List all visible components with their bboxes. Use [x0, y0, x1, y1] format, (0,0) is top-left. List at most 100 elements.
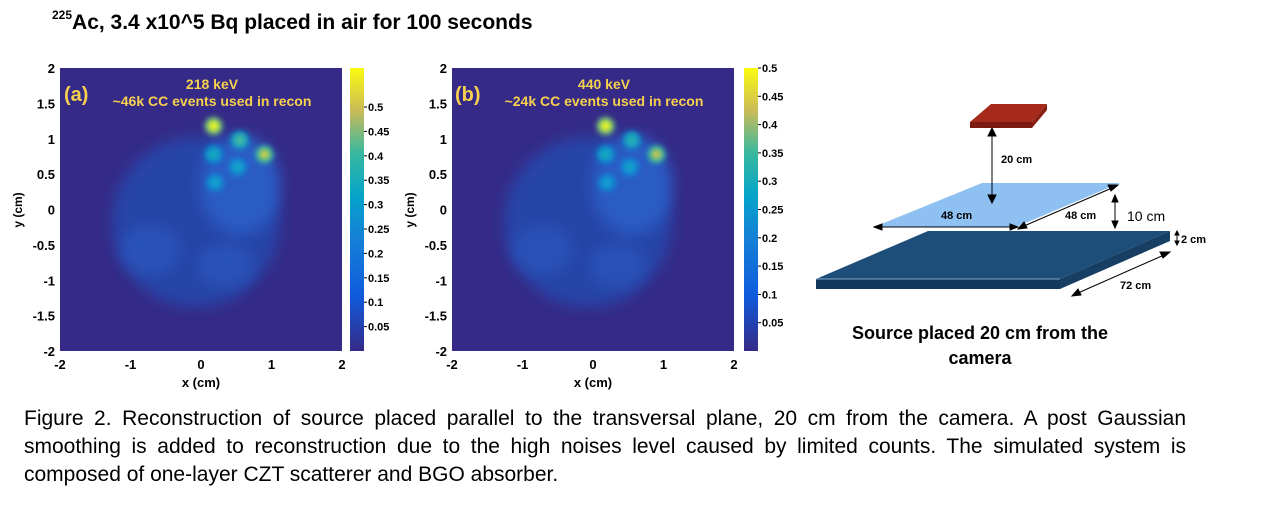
panel-b: (b) 440 keV ~24k CC events used in recon…: [403, 61, 783, 390]
setup-caption-line-1: Source placed 20 cm from the: [851, 323, 1109, 343]
colorbar-tick-label: 0.15: [368, 273, 389, 285]
panel-label: (a): [64, 84, 88, 106]
colorbar-tick-label: 0.2: [368, 248, 383, 260]
plane-width-label: 48 cm: [941, 210, 972, 222]
colorbar-tick-labels: 0.5 0.45 0.4 0.35 0.3 0.25 0.2 0.15 0.1 0.05: [758, 63, 783, 330]
colorbar-tick-label: 0.5: [762, 63, 777, 75]
colorbar-tick-label: 0.1: [762, 289, 777, 301]
hotspot: [234, 135, 245, 146]
x-tick-label: 1: [268, 357, 275, 372]
detector-thickness-label: 2 cm: [1181, 234, 1206, 246]
x-tick-label: 1: [660, 357, 667, 372]
hotspot: [651, 149, 662, 160]
arrow-plane-width: [872, 223, 1020, 231]
y-tick-label: 0.5: [37, 167, 55, 182]
hotspot: [600, 121, 611, 132]
detector-length-label: 72 cm: [1120, 280, 1151, 292]
panel-a: (a) 218 keV ~46k CC events used in recon…: [11, 61, 389, 390]
y-tick-label: 1.5: [37, 96, 55, 111]
colorbar-tick-label: 0.35: [368, 175, 389, 187]
detector-top: [816, 231, 1170, 279]
isotope-mass-number: 225: [52, 8, 73, 22]
y-tick-label: 0.5: [429, 167, 447, 182]
source-block: [970, 104, 1047, 122]
y-tick-label: -2: [43, 344, 55, 359]
source-block-front: [970, 122, 1032, 128]
x-tick-label: 2: [730, 357, 737, 372]
y-axis-label: y (cm): [11, 192, 25, 227]
hotspot: [626, 135, 637, 146]
colorbar-tick-label: 0.25: [368, 224, 389, 236]
x-tick-label: 0: [197, 357, 204, 372]
arrow-detector-length: [1070, 251, 1172, 297]
x-tick-label: 0: [589, 357, 596, 372]
y-axis-label: y (cm): [403, 192, 417, 227]
hotspot: [210, 177, 221, 188]
colorbar-tick-label: 0.25: [762, 205, 783, 217]
colorbar-tick-label: 0.45: [762, 91, 783, 103]
hotspot: [624, 162, 635, 173]
x-axis-label: x (cm): [574, 375, 612, 390]
arrow-plane-depth: [1016, 184, 1120, 230]
y-tick-label: 0: [440, 203, 447, 218]
hotspot: [232, 162, 243, 173]
y-tick-label: -0.5: [33, 238, 55, 253]
colorbar-tick-label: 0.05: [762, 318, 783, 330]
plane-depth-label: 48 cm: [1065, 210, 1096, 222]
x-tick-label: -2: [54, 357, 66, 372]
y-tick-labels: 2 1.5 1 0.5 0 -0.5 -1 -1.5 -2: [425, 61, 447, 359]
arrow-detector-thickness: [1174, 229, 1180, 247]
arrow-plane-gap: [1111, 193, 1119, 230]
setup-caption: Source placed 20 cm from the camera: [830, 321, 1130, 371]
figure-caption: Figure 2. Reconstruction of source place…: [24, 407, 1186, 486]
hotspot: [600, 149, 611, 160]
x-tick-labels: -2 -1 0 1 2: [446, 357, 737, 372]
x-tick-label: -1: [125, 357, 137, 372]
x-tick-label: 2: [338, 357, 345, 372]
colorbar-tick-label: 0.2: [762, 233, 777, 245]
hotspot: [208, 121, 219, 132]
arrow-source-to-plane: [987, 126, 997, 205]
plane-gap-label: 10 cm: [1127, 208, 1165, 224]
source-distance-label: 20 cm: [1001, 154, 1032, 166]
y-tick-label: 1: [48, 132, 55, 147]
source-block-side: [1032, 104, 1047, 128]
y-tick-label: 1.5: [429, 96, 447, 111]
x-tick-labels: -2 -1 0 1 2: [54, 357, 345, 372]
setup-diagram: 20 cm 48 cm 48 cm 10 cm 2 cm: [816, 104, 1206, 297]
colorbar-tick-label: 0.45: [368, 126, 389, 138]
y-tick-label: 0: [48, 203, 55, 218]
hotspot: [259, 149, 270, 160]
y-tick-label: -1.5: [425, 309, 447, 324]
figure-panels: (a) 218 keV ~46k CC events used in recon…: [11, 61, 1206, 390]
hotspots: [596, 117, 666, 192]
colorbar-tick-label: 0.5: [368, 102, 383, 114]
y-tick-label: 2: [440, 61, 447, 76]
colorbar-tick-label: 0.35: [762, 148, 783, 160]
y-tick-label: -0.5: [425, 238, 447, 253]
colorbar-tick-labels: 0.5 0.45 0.4 0.35 0.3 0.25 0.2 0.15 0.1 0.05: [364, 102, 389, 334]
x-tick-label: -2: [446, 357, 458, 372]
y-tick-label: 2: [48, 61, 55, 76]
y-tick-label: 1: [440, 132, 447, 147]
detector-side: [1060, 231, 1170, 289]
colorbar-tick-label: 0.4: [368, 151, 384, 163]
y-tick-label: -1.5: [33, 309, 55, 324]
events-label: ~24k CC events used in recon: [505, 93, 704, 109]
setup-caption-line-2: camera: [948, 348, 1012, 368]
y-tick-label: -1: [43, 273, 55, 288]
colorbar-tick-label: 0.4: [762, 120, 778, 132]
figure-title: 225Ac, 3.4 x10^5 Bq placed in air for 10…: [52, 8, 533, 35]
x-axis-label: x (cm): [182, 375, 220, 390]
colorbar-tick-label: 0.3: [762, 176, 777, 188]
x-tick-label: -1: [517, 357, 529, 372]
events-label: ~46k CC events used in recon: [113, 93, 312, 109]
colorbar-tick-label: 0.15: [762, 261, 783, 273]
hotspots: [204, 117, 274, 192]
panel-label: (b): [455, 84, 481, 106]
colorbar: [350, 68, 364, 351]
hotspot: [602, 177, 613, 188]
y-tick-label: -2: [435, 344, 447, 359]
hotspot: [208, 149, 219, 160]
colorbar-tick-label: 0.3: [368, 200, 383, 212]
